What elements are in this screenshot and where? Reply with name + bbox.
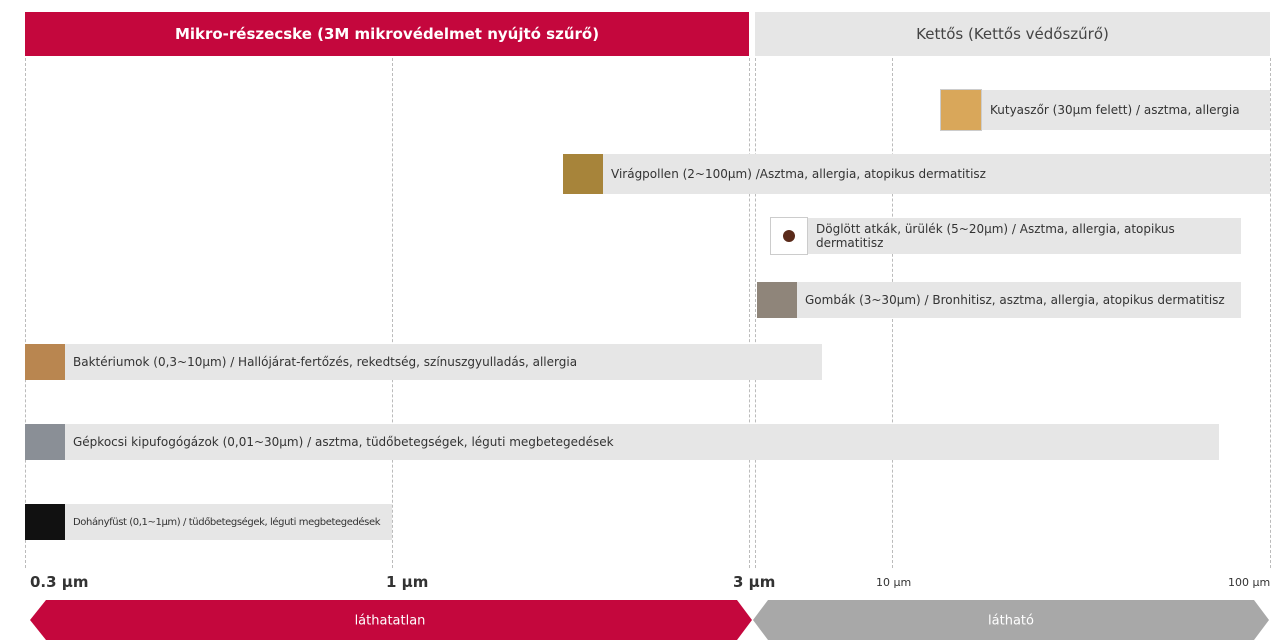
particle-bar: Baktériumok (0,3~10µm) / Hallójárat-fert… — [25, 344, 822, 380]
axis-label: 3 µm — [733, 573, 776, 591]
particle-bar: Gombák (3~30µm) / Bronhitisz, asztma, al… — [757, 282, 1241, 318]
particle-label: Gépkocsi kipufogógázok (0,01~30µm) / asz… — [73, 435, 614, 449]
particle-bar: Virágpollen (2~100µm) /Asztma, allergia,… — [563, 154, 1270, 194]
axis-label: 1 µm — [386, 573, 429, 591]
particle-bar: Dohányfüst (0,1~1µm) / tüdőbetegségek, l… — [25, 504, 392, 540]
particle-bar: Döglött atkák, ürülék (5~20µm) / Asztma,… — [770, 217, 1241, 255]
particle-image — [770, 217, 808, 255]
guide-line — [392, 58, 393, 568]
particle-image — [25, 424, 65, 460]
guide-line — [755, 58, 756, 568]
particle-image — [940, 89, 982, 131]
guide-line — [25, 58, 26, 568]
axis-label: 100 µm — [1228, 576, 1271, 589]
axis-label: 0.3 µm — [30, 573, 89, 591]
particle-bar: Kutyaszőr (30µm felett) / asztma, allerg… — [940, 89, 1270, 131]
axis-label: 10 µm — [876, 576, 912, 589]
arrow-invisible — [30, 600, 752, 640]
particle-label: Virágpollen (2~100µm) /Asztma, allergia,… — [611, 167, 986, 181]
header-left: Mikro-részecske (3M mikrovédelmet nyújtó… — [25, 12, 749, 56]
arrow-label: láthatatlan — [355, 614, 426, 629]
particle-image — [25, 504, 65, 540]
particle-bar: Gépkocsi kipufogógázok (0,01~30µm) / asz… — [25, 424, 1219, 460]
arrow-label: látható — [988, 614, 1034, 629]
header-right: Kettős (Kettős védőszűrő) — [755, 12, 1270, 56]
particle-image — [757, 282, 797, 318]
particle-label: Döglött atkák, ürülék (5~20µm) / Asztma,… — [816, 222, 1175, 250]
guide-line — [1270, 58, 1271, 568]
particle-label: Dohányfüst (0,1~1µm) / tüdőbetegségek, l… — [73, 516, 381, 528]
particle-label: Baktériumok (0,3~10µm) / Hallójárat-fert… — [73, 355, 578, 369]
particle-label: Kutyaszőr (30µm felett) / asztma, allerg… — [990, 103, 1240, 117]
particle-label: Gombák (3~30µm) / Bronhitisz, asztma, al… — [805, 293, 1225, 307]
arrow-visible — [753, 600, 1269, 640]
particle-image — [563, 154, 603, 194]
particle-image — [25, 344, 65, 380]
guide-line — [749, 58, 750, 568]
